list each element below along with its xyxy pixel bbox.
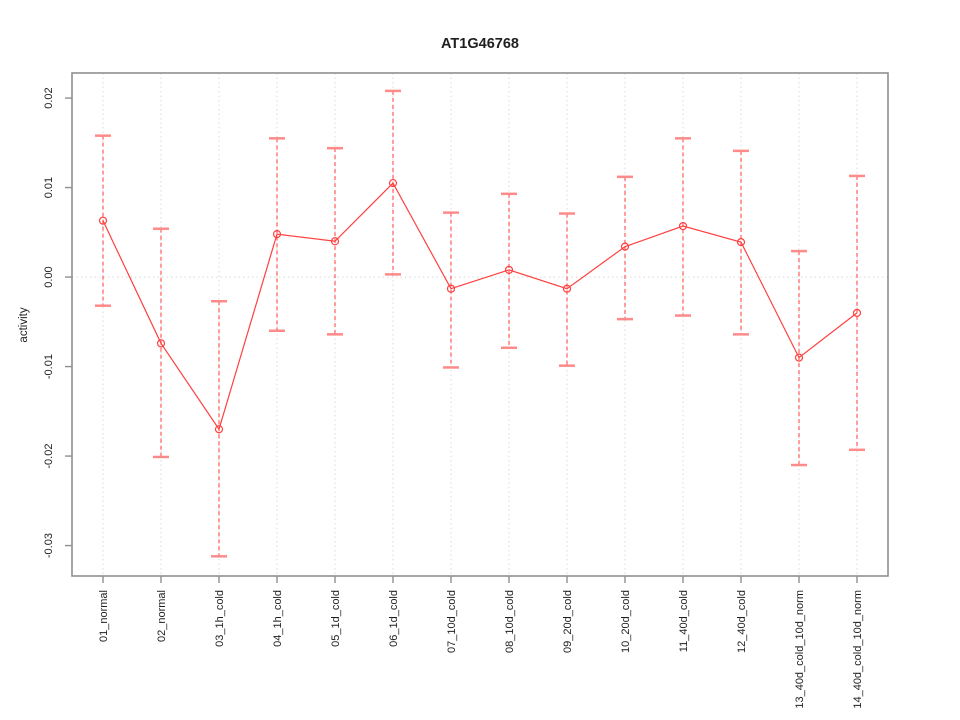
data-point-marker <box>504 265 514 275</box>
x-tick-label: 12_40d_cold <box>736 590 748 653</box>
x-tick-label: 06_1d_cold <box>388 590 400 647</box>
data-point-marker <box>98 216 108 225</box>
data-point-marker <box>214 425 224 434</box>
x-tick-label: 08_10d_cold <box>504 590 516 653</box>
y-tick-label: -0.02 <box>43 444 55 469</box>
data-point-marker <box>156 339 166 348</box>
x-tick-label: 07_10d_cold <box>446 590 458 653</box>
y-tick-label: -0.01 <box>43 354 55 379</box>
x-tick-label: 14_40d_cold_10d_norm <box>852 590 864 709</box>
data-point-marker <box>446 284 456 293</box>
x-tick-label: 11_40d_cold <box>678 590 690 652</box>
y-tick-label: 0.01 <box>43 177 55 198</box>
y-axis-label: activity <box>18 307 30 342</box>
y-tick-label: 0.00 <box>43 266 55 287</box>
data-point-marker <box>388 178 398 188</box>
x-tick-label: 05_1d_cold <box>330 590 342 647</box>
x-tick-label: 01_normal <box>98 590 110 642</box>
data-point-marker <box>852 308 862 317</box>
plot-frame <box>71 72 889 577</box>
data-point-marker <box>620 242 630 251</box>
data-point-marker <box>678 221 688 231</box>
x-tick-label: 02_normal <box>156 590 168 642</box>
x-tick-label: 09_20d_cold <box>562 590 574 653</box>
chart-layer: 0.02 0.01 0.00 -0.01 -0.02 -0.03 01_normal 02_n… <box>43 72 889 709</box>
series-line <box>102 182 858 431</box>
y-tick-label: 0.02 <box>43 87 55 108</box>
data-point-marker <box>272 230 282 239</box>
chart-title: AT1G46768 <box>441 36 519 52</box>
data-point-marker <box>562 284 572 293</box>
data-point-marker <box>736 238 746 247</box>
data-point-marker <box>330 237 340 246</box>
x-tick-label: 13_40d_cold_10d_norm <box>794 590 806 709</box>
x-tick-label: 03_1h_cold <box>214 590 226 647</box>
y-tick-label: -0.03 <box>43 533 55 558</box>
x-tick-label: 10_20d_cold <box>620 590 632 653</box>
data-point-marker <box>794 353 804 362</box>
x-tick-label: 04_1h_cold <box>272 590 284 647</box>
